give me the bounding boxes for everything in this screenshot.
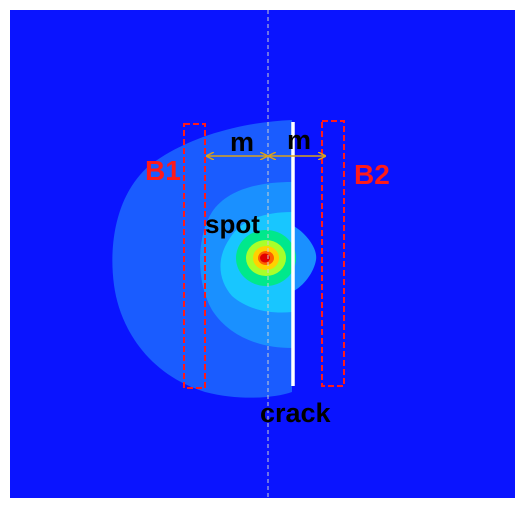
label-spot: spot [205,209,260,239]
heat-plume [112,120,317,398]
box-b1 [183,123,206,389]
label-m-right: m [287,125,311,155]
label-b1: B1 [145,155,181,186]
label-m-left: m [230,127,254,157]
box-b2 [321,120,345,387]
plume-right-lobe [292,225,317,292]
label-b2: B2 [354,159,390,190]
label-crack: crack [260,398,332,428]
